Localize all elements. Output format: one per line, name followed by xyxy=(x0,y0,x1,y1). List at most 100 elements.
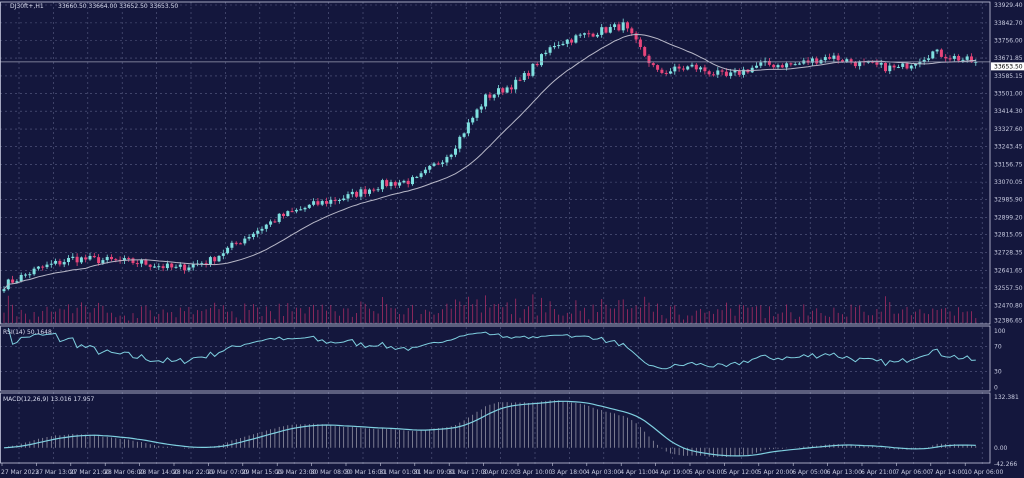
price-tick-label: 33842.70 xyxy=(994,20,1023,27)
bull-candle xyxy=(312,201,316,205)
bull-candle xyxy=(927,58,930,60)
bull-candle xyxy=(479,106,483,110)
chart-header-ohlc: 33660.50 33664.00 33652.50 33653.50 xyxy=(58,3,178,10)
price-tick-label: 32899.20 xyxy=(994,214,1023,221)
bear-candle xyxy=(651,63,655,66)
bull-candle xyxy=(471,117,475,123)
bull-candle xyxy=(54,260,58,264)
bear-candle xyxy=(836,55,840,61)
price-tick-label: 32641.65 xyxy=(994,267,1023,274)
bear-candle xyxy=(393,182,397,186)
bear-candle xyxy=(591,33,595,37)
time-tick-label: 30 Mar 08:00 xyxy=(311,469,351,476)
volume-bars xyxy=(3,294,977,323)
bull-candle xyxy=(24,274,27,276)
bear-candle xyxy=(316,201,320,205)
rsi-tick-label: 100 xyxy=(994,328,1006,335)
bull-candle xyxy=(411,177,414,185)
bear-candle xyxy=(638,39,642,48)
bull-candle xyxy=(561,43,565,46)
bull-candle xyxy=(441,162,445,164)
bull-candle xyxy=(776,65,780,68)
bull-candle xyxy=(200,263,204,265)
bull-candle xyxy=(445,156,449,163)
bull-candle xyxy=(380,180,384,190)
bull-candle xyxy=(329,199,333,204)
bull-candle xyxy=(350,191,354,195)
bull-candle xyxy=(402,180,406,183)
bear-candle xyxy=(677,66,681,69)
bull-candle xyxy=(458,136,462,149)
bear-candle xyxy=(737,70,741,75)
bear-candle xyxy=(656,65,660,70)
bear-candle xyxy=(183,264,187,271)
bear-candle xyxy=(703,67,707,72)
bear-candle xyxy=(144,259,148,265)
bear-candle xyxy=(363,189,367,194)
price-tick-label: 32386.65 xyxy=(994,318,1023,325)
bull-candle xyxy=(578,34,582,36)
moving-average-line xyxy=(3,33,976,290)
bull-candle xyxy=(294,209,298,212)
bull-candle xyxy=(32,268,36,275)
bull-candle xyxy=(174,266,178,268)
bear-candle xyxy=(815,58,819,64)
bear-candle xyxy=(234,242,238,244)
time-tick-label: 30 Mar 16:00 xyxy=(345,469,385,476)
bull-candle xyxy=(608,27,612,33)
bull-candle xyxy=(256,230,260,234)
macd-title: MACD(12,26,9) 13.016 17.957 xyxy=(3,396,95,403)
bull-candle xyxy=(974,61,978,63)
price-tick-label: 33070.05 xyxy=(994,179,1023,186)
bear-candle xyxy=(617,24,621,31)
bull-candle xyxy=(810,58,814,63)
time-tick-label: 3 Apr 18:00 xyxy=(551,469,586,476)
bear-candle xyxy=(84,257,88,260)
bull-candle xyxy=(583,33,586,35)
time-tick-label: 29 Mar 07:00 xyxy=(207,469,247,476)
time-tick-label: 31 Mar 09:00 xyxy=(414,469,454,476)
bull-candle xyxy=(858,61,862,67)
macd-tick-label: 0.00 xyxy=(994,445,1008,452)
bull-candle xyxy=(742,69,746,75)
bull-candle xyxy=(230,242,234,248)
bear-candle xyxy=(41,266,45,268)
bear-candle xyxy=(570,39,574,43)
bull-candle xyxy=(557,45,561,47)
bull-candle xyxy=(621,22,625,31)
bear-candle xyxy=(643,47,647,56)
time-tick-label: 10 Apr 06:00 xyxy=(964,469,1003,476)
bull-candle xyxy=(759,62,763,66)
bear-candle xyxy=(355,191,359,197)
bull-candle xyxy=(896,66,900,68)
bull-candle xyxy=(462,133,466,137)
bull-candle xyxy=(299,209,303,211)
bear-candle xyxy=(135,263,139,265)
bear-candle xyxy=(884,62,887,72)
current-price-label: 33653.50 xyxy=(994,63,1023,70)
bull-candle xyxy=(217,255,221,262)
bull-candle xyxy=(88,255,92,260)
bear-candle xyxy=(957,55,961,61)
bear-candle xyxy=(828,57,832,59)
bull-candle xyxy=(909,65,913,69)
bull-candle xyxy=(505,87,509,93)
bull-candle xyxy=(45,264,49,268)
bull-candle xyxy=(733,70,737,73)
bull-candle xyxy=(823,57,827,61)
bear-candle xyxy=(239,243,242,245)
time-tick-label: 4 Apr 11:00 xyxy=(620,469,655,476)
bull-candle xyxy=(337,200,341,202)
bull-candle xyxy=(419,173,423,177)
bull-candle xyxy=(264,224,268,229)
bull-candle xyxy=(548,47,552,53)
price-tick-label: 33671.85 xyxy=(994,55,1023,62)
bull-candle xyxy=(901,63,905,67)
bull-candle xyxy=(286,211,290,216)
time-tick-label: 7 Apr 14:00 xyxy=(930,469,965,476)
bull-candle xyxy=(346,194,350,199)
bull-candle xyxy=(101,260,105,264)
bull-candle xyxy=(879,62,883,65)
